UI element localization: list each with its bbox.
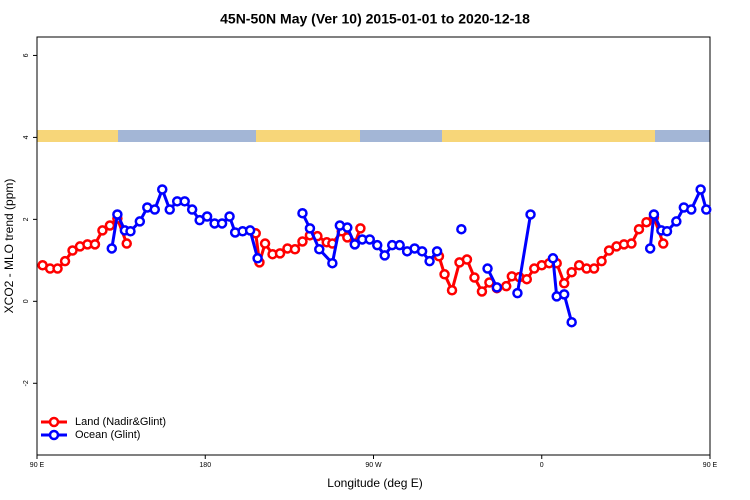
point — [157, 184, 168, 195]
point — [297, 207, 308, 219]
legend-label: Land (Nadir&Glint) — [75, 416, 166, 428]
point — [658, 238, 669, 249]
point — [491, 282, 503, 293]
point — [289, 244, 301, 255]
legend-label: Ocean (Glint) — [75, 429, 140, 441]
y-axis-label: XCO2 - MLO trend (ppm) — [2, 179, 16, 314]
point — [521, 273, 533, 285]
y-tick-label: 2 — [23, 217, 30, 221]
point — [558, 278, 570, 289]
y-tick-label: -2 — [23, 380, 30, 386]
point — [416, 246, 428, 257]
point — [67, 245, 78, 256]
point — [626, 238, 637, 249]
x-tick-label: 90 E — [703, 462, 718, 469]
point — [186, 204, 198, 215]
point — [394, 239, 405, 251]
point — [244, 225, 256, 236]
point — [701, 204, 712, 215]
point — [633, 223, 645, 235]
point — [603, 245, 615, 256]
point — [446, 285, 458, 296]
chart-title: 45N-50N May (Ver 10) 2015-01-01 to 2020-… — [220, 11, 530, 27]
point — [547, 253, 559, 264]
point — [695, 184, 706, 195]
point — [661, 225, 673, 237]
point — [342, 222, 353, 233]
y-tick-label: 4 — [23, 135, 30, 139]
point — [252, 253, 263, 264]
point — [671, 216, 682, 227]
point — [314, 244, 325, 255]
point — [461, 254, 473, 265]
point — [371, 239, 383, 251]
point — [439, 269, 450, 280]
point — [259, 238, 271, 249]
x-tick-label: 90 W — [365, 462, 382, 469]
x-tick-label: 90 E — [30, 462, 45, 469]
y-tick-label: 0 — [23, 299, 30, 303]
point — [500, 280, 512, 292]
point — [364, 234, 376, 245]
point — [201, 211, 213, 222]
point — [566, 316, 577, 328]
point — [566, 266, 577, 278]
point — [121, 238, 132, 249]
point — [106, 243, 118, 254]
point — [274, 248, 286, 259]
point — [304, 223, 316, 234]
point — [216, 218, 228, 229]
point — [588, 263, 600, 274]
point — [525, 209, 536, 220]
x-axis-label: Longitude (deg E) — [327, 476, 422, 490]
point — [476, 286, 488, 297]
point — [686, 204, 697, 215]
point — [164, 204, 175, 215]
point — [327, 257, 338, 269]
point — [297, 236, 308, 247]
legend-marker — [48, 416, 60, 428]
x-tick-label: 0 — [540, 462, 544, 469]
point — [89, 239, 101, 250]
point — [512, 287, 523, 299]
legend-marker — [48, 429, 60, 441]
point — [469, 272, 480, 283]
point — [456, 223, 467, 235]
point — [641, 216, 652, 228]
series-line — [42, 215, 665, 295]
y-tick-label: 6 — [23, 53, 30, 57]
point — [97, 225, 108, 236]
x-tick-label: 180 — [199, 462, 211, 469]
point — [179, 196, 190, 207]
point — [431, 246, 443, 257]
point — [149, 204, 161, 215]
point — [52, 263, 63, 274]
point — [125, 225, 136, 237]
point — [424, 255, 435, 267]
point — [558, 289, 570, 300]
point — [59, 255, 71, 267]
point — [112, 209, 123, 220]
point — [644, 243, 656, 254]
point — [379, 250, 390, 261]
point — [355, 223, 366, 234]
point — [596, 255, 607, 267]
point — [349, 239, 361, 250]
point — [482, 263, 493, 274]
point — [648, 209, 660, 220]
point — [134, 216, 146, 227]
map-strip — [37, 130, 710, 142]
point — [104, 220, 116, 231]
point — [224, 211, 235, 222]
